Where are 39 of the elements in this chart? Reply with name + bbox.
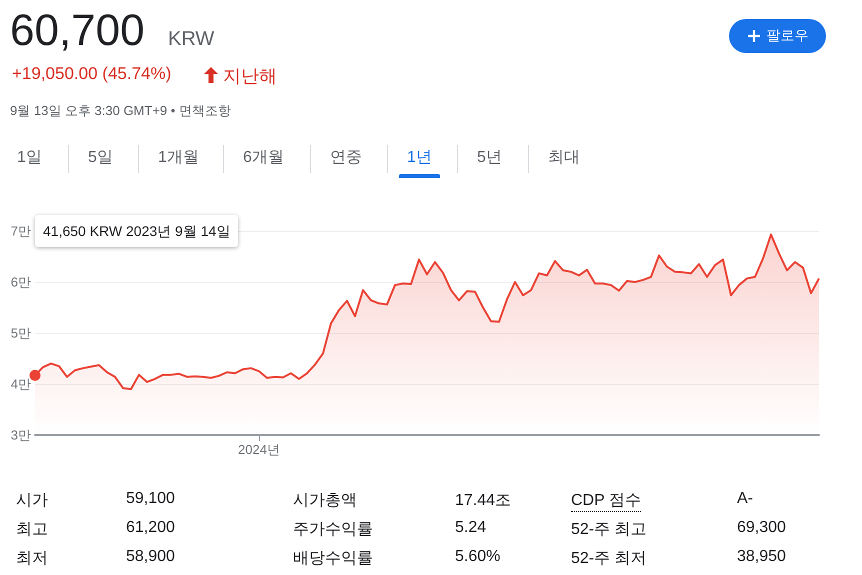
text: 61,200 [126,519,175,537]
text: 6개월 [243,148,284,168]
text: 17.44조 [455,491,512,511]
y-tick-label: 7만 [10,224,31,238]
text: 1개월 [158,148,199,168]
text: 5일 [88,148,113,168]
text: 1년 [407,148,432,168]
annotation: 41,650 KRW 2023년 9월 14일 [35,215,238,247]
text: 52-주 최저 [571,549,647,569]
text: 연중 [330,148,362,168]
chart-title: 60,700 [10,6,145,56]
text: 팔로우 [766,27,808,45]
y-tick-label: 4만 [10,376,31,392]
text: 1일 [17,148,42,168]
text: 배당수익률 [293,549,373,569]
text: A- [737,490,753,508]
text: CDP 점수 [571,490,641,512]
text: 최고 [16,520,48,540]
text: 58,900 [126,548,175,566]
text: 시가 [16,491,48,511]
text: 38,950 [737,548,786,566]
text: 52-주 최고 [571,520,647,540]
text: 시가총액 [293,491,357,511]
chart-subtitle: KRW [168,28,214,51]
text: +19,050.00 (45.74%) [12,64,172,84]
text: 주가수익률 [293,520,373,540]
text: 69,300 [737,519,786,537]
x-tick-label: 2024년 [238,442,280,457]
text: 5.60% [455,548,500,566]
y-tick-label: 5만 [10,326,31,340]
text: 9월 13일 오후 3:30 GMT+9 • 면책조항 [10,102,231,120]
text: 최저 [16,549,48,569]
y-tick-label: 6만 [10,274,31,290]
text: 5.24 [455,519,486,537]
text: 최대 [548,148,580,168]
y-tick-label: 3만 [10,428,31,442]
text: 5년 [477,148,502,168]
text: 59,100 [126,490,175,508]
text: 지난해 [223,65,277,88]
